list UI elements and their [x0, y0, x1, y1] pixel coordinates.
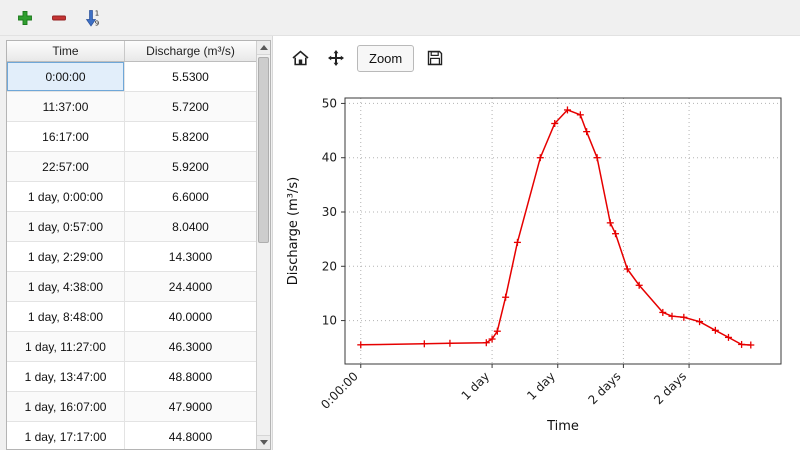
main-toolbar: 1 9 [0, 0, 800, 36]
table-row: 1 day, 0:00:00 6.6000 [7, 182, 256, 212]
discharge-cell[interactable]: 44.8000 [125, 422, 256, 449]
table-body: 0:00:00 5.5300 11:37:00 5.7200 16:17:00 5.820… [7, 62, 256, 449]
axis-labels: Time Discharge (m³/s) [286, 177, 579, 434]
data-point-markers [357, 106, 755, 349]
x-tick-labels: 0:00:00 1 day 1 day 2 days 2 days [318, 369, 689, 412]
time-cell[interactable]: 1 day, 8:48:00 [7, 302, 125, 332]
pan-icon [328, 50, 344, 66]
remove-row-button[interactable] [46, 5, 72, 31]
discharge-cell[interactable]: 6.6000 [125, 182, 256, 212]
svg-text:1 day: 1 day [459, 369, 493, 403]
table-row: 1 day, 16:07:00 47.9000 [7, 392, 256, 422]
discharge-series-line [360, 109, 751, 346]
table-row: 1 day, 17:17:00 44.8000 [7, 422, 256, 449]
discharge-cell[interactable]: 47.9000 [125, 392, 256, 422]
table-row: 1 day, 8:48:00 40.0000 [7, 302, 256, 332]
discharge-cell[interactable]: 5.7200 [125, 92, 256, 122]
time-cell[interactable]: 16:17:00 [7, 122, 125, 152]
table-row: 1 day, 11:27:00 46.3000 [7, 332, 256, 362]
svg-text:50: 50 [322, 96, 337, 110]
table-row: 11:37:00 5.7200 [7, 92, 256, 122]
save-icon [428, 50, 443, 66]
table-row: 1 day, 13:47:00 48.8000 [7, 362, 256, 392]
y-tick-labels: 10 20 30 40 50 [322, 96, 337, 327]
svg-text:1: 1 [95, 9, 99, 17]
scrollbar-thumb[interactable] [258, 57, 269, 243]
discharge-cell[interactable]: 5.8200 [125, 122, 256, 152]
scroll-up-icon [259, 45, 268, 50]
table-row: 22:57:00 5.9200 [7, 152, 256, 182]
time-cell[interactable]: 1 day, 2:29:00 [7, 242, 125, 272]
svg-text:Discharge (m³/s): Discharge (m³/s) [286, 177, 301, 285]
chart-toolbar: Zoom [273, 36, 800, 77]
time-cell[interactable]: 1 day, 4:38:00 [7, 272, 125, 302]
column-header-time[interactable]: Time [7, 41, 125, 61]
chart-grid [345, 98, 781, 364]
table-row: 1 day, 2:29:00 14.3000 [7, 242, 256, 272]
discharge-cell[interactable]: 5.9200 [125, 152, 256, 182]
svg-text:1 day: 1 day [524, 369, 558, 403]
home-icon [291, 50, 309, 66]
discharge-cell[interactable]: 48.8000 [125, 362, 256, 392]
table-grid: Time Discharge (m³/s) 0:00:00 5.5300 11:37… [7, 41, 256, 449]
add-row-button[interactable] [12, 5, 38, 31]
save-figure-button[interactable] [420, 43, 450, 73]
svg-text:9: 9 [95, 19, 99, 27]
column-header-discharge[interactable]: Discharge (m³/s) [146, 44, 235, 58]
svg-text:40: 40 [322, 151, 337, 165]
table-header-row: Time Discharge (m³/s) [7, 41, 256, 62]
home-view-button[interactable] [285, 43, 315, 73]
zoom-button[interactable]: Zoom [357, 44, 415, 72]
discharge-table: Time Discharge (m³/s) 0:00:00 5.5300 11:37… [6, 40, 271, 450]
svg-text:30: 30 [322, 205, 337, 219]
svg-text:Time: Time [546, 419, 579, 434]
scroll-down-icon [259, 440, 268, 445]
pan-button[interactable] [321, 43, 351, 73]
time-cell[interactable]: 1 day, 16:07:00 [7, 392, 125, 422]
chart-panel: Zoom 10 20 30 40 50 0:00:00 1 day 1 day 2 days 2 … [272, 36, 800, 450]
svg-text:20: 20 [322, 259, 337, 273]
chart-frame [344, 97, 782, 365]
time-cell[interactable]: 1 day, 11:27:00 [7, 332, 125, 362]
svg-text:10: 10 [322, 314, 337, 328]
time-cell[interactable]: 11:37:00 [7, 92, 125, 122]
time-cell[interactable]: 1 day, 17:17:00 [7, 422, 125, 449]
discharge-cell[interactable]: 40.0000 [125, 302, 256, 332]
time-cell[interactable]: 1 day, 13:47:00 [7, 362, 125, 392]
table-row: 1 day, 0:57:00 8.0400 [7, 212, 256, 242]
scroll-up-button[interactable] [257, 41, 270, 55]
table-row: 0:00:00 5.5300 [7, 62, 256, 92]
svg-text:2 days: 2 days [651, 369, 689, 407]
minus-icon [52, 15, 66, 20]
discharge-cell[interactable]: 46.3000 [125, 332, 256, 362]
time-cell[interactable]: 22:57:00 [7, 152, 125, 182]
discharge-cell[interactable]: 8.0400 [125, 212, 256, 242]
table-row: 16:17:00 5.8200 [7, 122, 256, 152]
plus-icon [18, 10, 32, 25]
scroll-down-button[interactable] [257, 435, 270, 449]
axis-ticks [341, 102, 690, 368]
sort-rows-button[interactable]: 1 9 [80, 5, 106, 31]
discharge-cell[interactable]: 5.5300 [125, 62, 256, 92]
table-scrollbar[interactable] [256, 41, 270, 449]
svg-text:0:00:00: 0:00:00 [318, 369, 361, 412]
table-row: 1 day, 4:38:00 24.4000 [7, 272, 256, 302]
discharge-cell[interactable]: 14.3000 [125, 242, 256, 272]
discharge-cell[interactable]: 24.4000 [125, 272, 256, 302]
sort-numeric-down-icon: 1 9 [85, 9, 99, 27]
time-cell[interactable]: 1 day, 0:57:00 [7, 212, 125, 242]
svg-text:2 days: 2 days [586, 369, 624, 407]
time-cell[interactable]: 1 day, 0:00:00 [7, 182, 125, 212]
time-cell[interactable]: 0:00:00 [7, 62, 125, 92]
